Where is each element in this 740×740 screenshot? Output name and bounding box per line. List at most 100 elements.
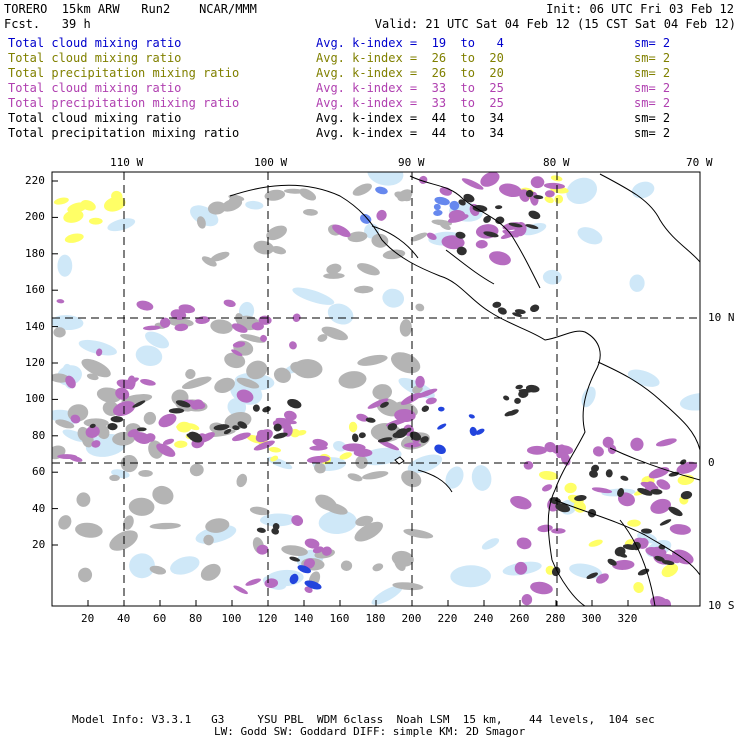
cloud-dark-core [110, 416, 124, 423]
cloud-dark-core [271, 527, 279, 535]
cloud-dark-core [232, 425, 240, 431]
cloud-gray [221, 198, 243, 212]
cloud-purple [356, 413, 369, 422]
cloud-purple [143, 325, 161, 331]
cloud-gray [391, 550, 414, 567]
cloud-purple [65, 375, 76, 389]
cloud-gray [347, 231, 368, 243]
cloud-gray [236, 377, 260, 389]
cloud-gray [299, 188, 317, 201]
cloud-light-blue [481, 538, 500, 550]
cloud-purple [170, 309, 187, 320]
longitude-label: 70 W [686, 156, 713, 169]
cloud-dark-core [637, 488, 653, 496]
cloud-dark-core [89, 423, 96, 429]
cloud-gray [401, 470, 422, 488]
cloud-purple [400, 392, 422, 405]
precip-yellow [544, 196, 554, 204]
cloud-purple [136, 300, 154, 311]
y-grid-tick-label: 120 [25, 356, 45, 369]
cloud-purple [592, 446, 604, 457]
x-grid-tick-label: 300 [581, 612, 602, 625]
x-grid-tick-label: 320 [617, 612, 638, 625]
cloud-purple [256, 544, 269, 555]
cloud-purple [510, 495, 532, 510]
cloud-gray [75, 522, 103, 538]
cloud-purple [312, 438, 328, 447]
cloud-dark-core [483, 215, 491, 223]
cloud-purple [303, 558, 315, 569]
cloud-light-blue [145, 331, 170, 349]
cloud-gray [96, 424, 110, 440]
cloud-blue [449, 200, 460, 211]
cloud-gray [138, 469, 153, 477]
cloud-gray [249, 506, 270, 516]
cloud-purple [70, 414, 81, 424]
cloud-gray [273, 367, 291, 383]
y-grid-tick-label: 220 [25, 174, 45, 187]
cloud-dark-core [168, 408, 185, 414]
cloud-gray [264, 189, 286, 201]
cloud-light-blue [627, 369, 660, 387]
cloud-gray [338, 371, 367, 389]
cloud-gray [196, 216, 206, 229]
cloud-gray [149, 522, 181, 530]
cloud-gray [357, 354, 388, 366]
precip-yellow [270, 455, 279, 462]
cloud-purple [537, 524, 553, 533]
cloud-gray [391, 352, 421, 374]
cloud-blue [469, 426, 477, 436]
cloud-light-blue [542, 269, 562, 285]
cloud-gray [347, 473, 363, 482]
legend-smoothing: sm= 2 [634, 96, 671, 110]
cloud-gray [415, 303, 425, 312]
x-grid-tick-label: 20 [81, 612, 95, 625]
cloud-purple [661, 598, 672, 606]
cloud-gray [382, 249, 406, 260]
cloud-dark-core [420, 436, 429, 443]
cloud-gray [397, 189, 413, 202]
cloud-purple [499, 183, 523, 198]
cloud-purple [156, 443, 176, 457]
cloud-gray [109, 474, 120, 482]
cloud-purple [309, 445, 328, 451]
init-time: Init: 06 UTC Fri 03 Feb 12 [546, 2, 734, 16]
cloud-purple [439, 187, 453, 196]
legend-kindex: Avg. k-index = 33 to 25 [316, 81, 504, 95]
cloud-gray [86, 373, 99, 381]
cloud-purple [441, 235, 465, 250]
cloud-blue [437, 423, 447, 430]
cloud-purple [489, 251, 511, 266]
legend-smoothing: sm= 2 [634, 111, 671, 125]
y-grid-tick-label: 140 [25, 319, 45, 333]
cloud-gray [182, 376, 212, 390]
cloud-gray [55, 419, 75, 429]
cloud-dark-core [289, 556, 300, 562]
cloud-dark-core [287, 398, 302, 409]
cloud-gray [323, 502, 348, 515]
cloud-dark-core [352, 433, 359, 443]
forecast-hour: Fcst. 39 h [4, 17, 91, 31]
precip-yellow [64, 233, 84, 243]
cloud-gray [167, 318, 194, 327]
cloud-light-blue [382, 288, 405, 308]
cloud-gray [290, 361, 308, 375]
cloud-dark-core [586, 572, 598, 580]
x-grid-tick-label: 220 [437, 612, 458, 625]
cloud-purple [159, 317, 171, 328]
cloud-dark-core [387, 423, 398, 431]
cloud-purple [526, 445, 548, 455]
cloud-dark-core [132, 400, 146, 408]
latitude-label: 0 [708, 456, 715, 469]
cloud-purple [655, 438, 677, 447]
precip-yellow [661, 563, 679, 578]
cloud-gray [431, 219, 453, 226]
legend-kindex: Avg. k-index = 44 to 34 [316, 126, 504, 140]
cloud-gray [210, 319, 233, 334]
y-grid-tick-label: 180 [25, 246, 45, 260]
cloud-purple [289, 341, 297, 350]
cloud-gray [253, 240, 274, 255]
y-grid-tick-label: 160 [25, 283, 45, 297]
cloud-light-blue [52, 315, 84, 331]
cloud-gray [224, 352, 246, 369]
